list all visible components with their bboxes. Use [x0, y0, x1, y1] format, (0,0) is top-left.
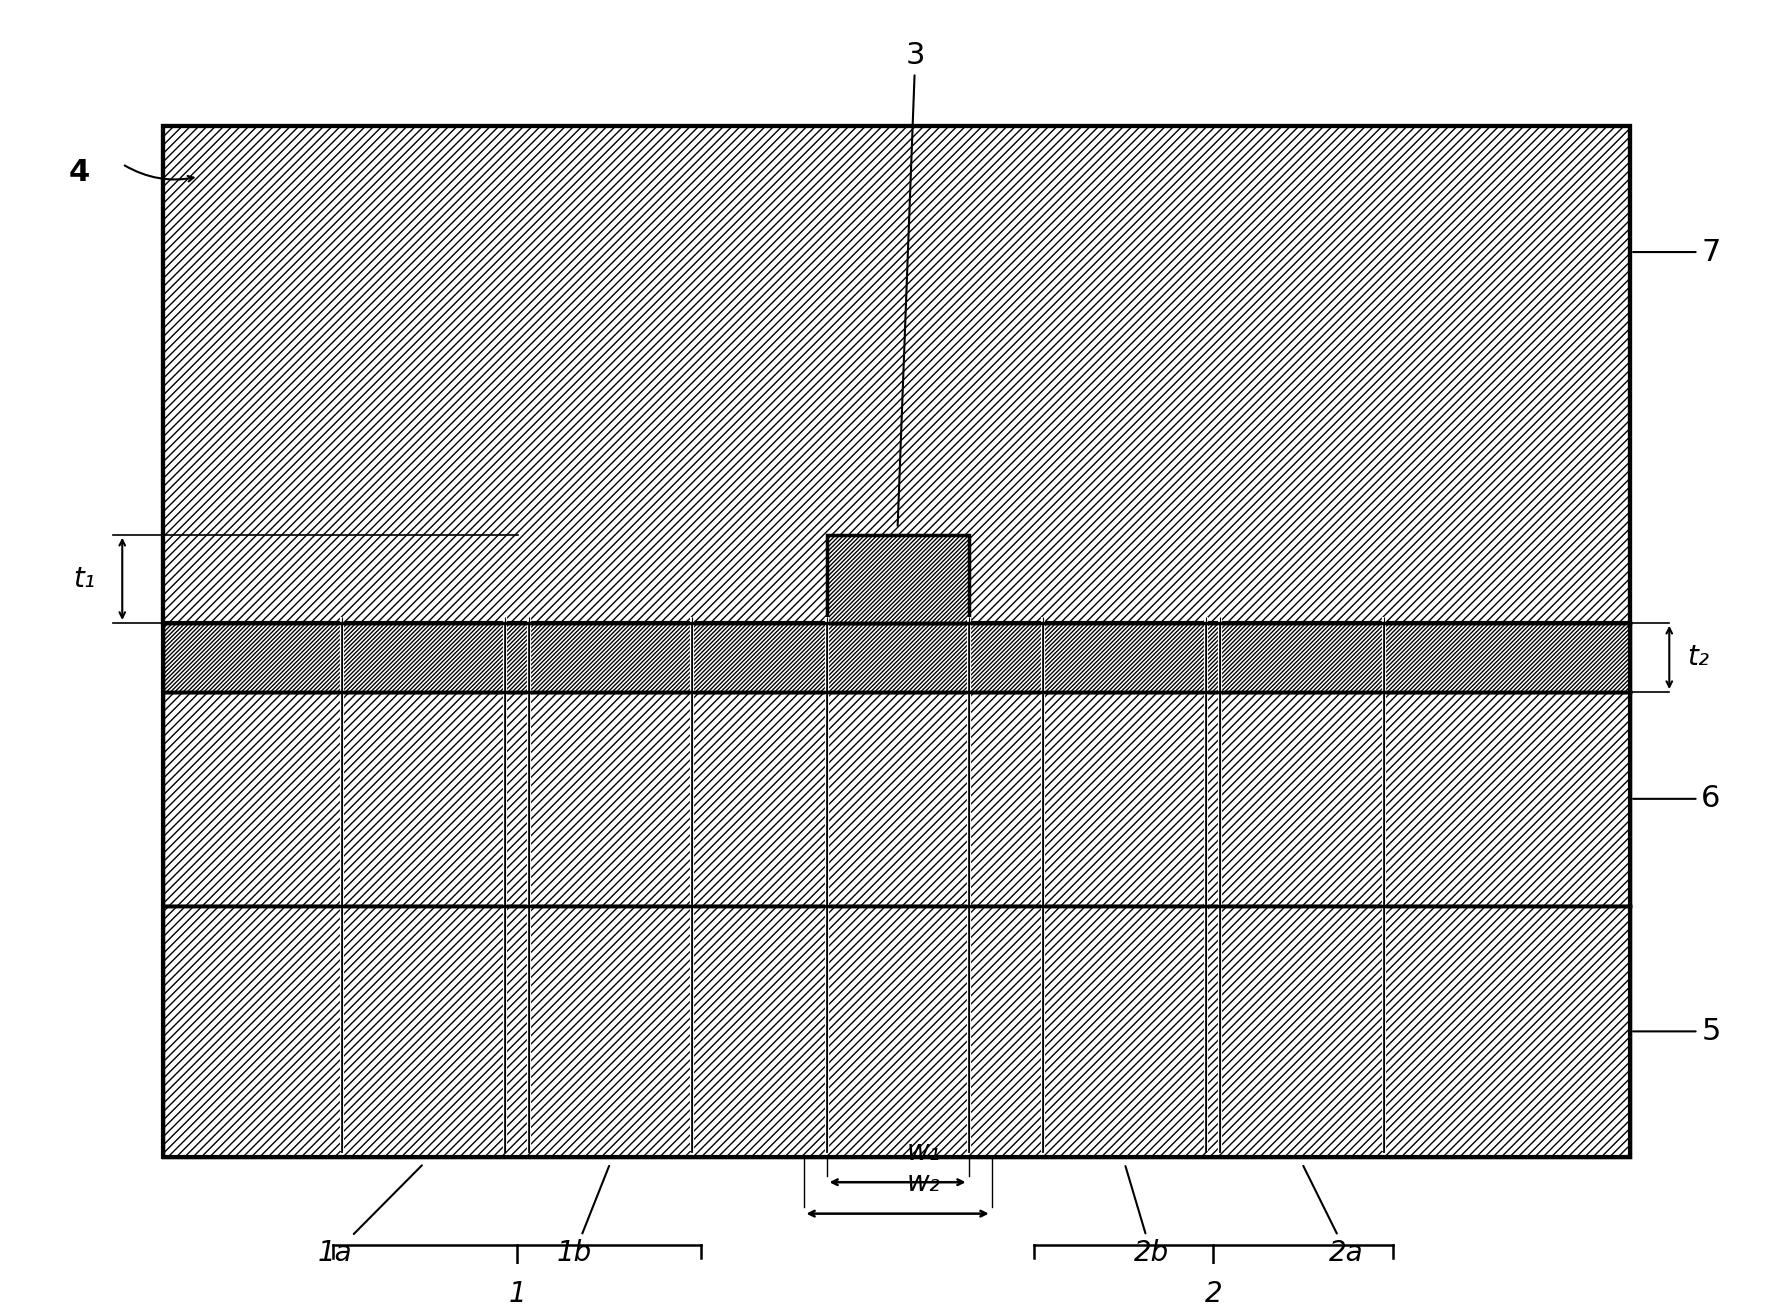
Bar: [163, 905, 1631, 1157]
Bar: [163, 126, 1631, 623]
Bar: [163, 691, 1631, 905]
Text: t₂: t₂: [1688, 643, 1709, 672]
Text: 4: 4: [70, 157, 89, 186]
Bar: [163, 623, 1631, 691]
Text: w₁: w₁: [907, 1138, 940, 1166]
Text: 3: 3: [898, 41, 924, 526]
Text: 1b: 1b: [558, 1166, 610, 1267]
Text: 1: 1: [508, 1281, 526, 1308]
Bar: [826, 535, 969, 623]
Text: 7: 7: [1632, 237, 1720, 266]
Text: 5: 5: [1632, 1017, 1720, 1046]
Text: 6: 6: [1632, 785, 1720, 813]
Text: 2a: 2a: [1303, 1166, 1364, 1267]
Text: w₂: w₂: [907, 1169, 940, 1198]
Text: t₁: t₁: [73, 565, 95, 593]
Bar: [163, 126, 1631, 1157]
Text: 1a: 1a: [318, 1165, 422, 1267]
Text: 2: 2: [1205, 1281, 1223, 1308]
Text: 2b: 2b: [1125, 1166, 1169, 1267]
